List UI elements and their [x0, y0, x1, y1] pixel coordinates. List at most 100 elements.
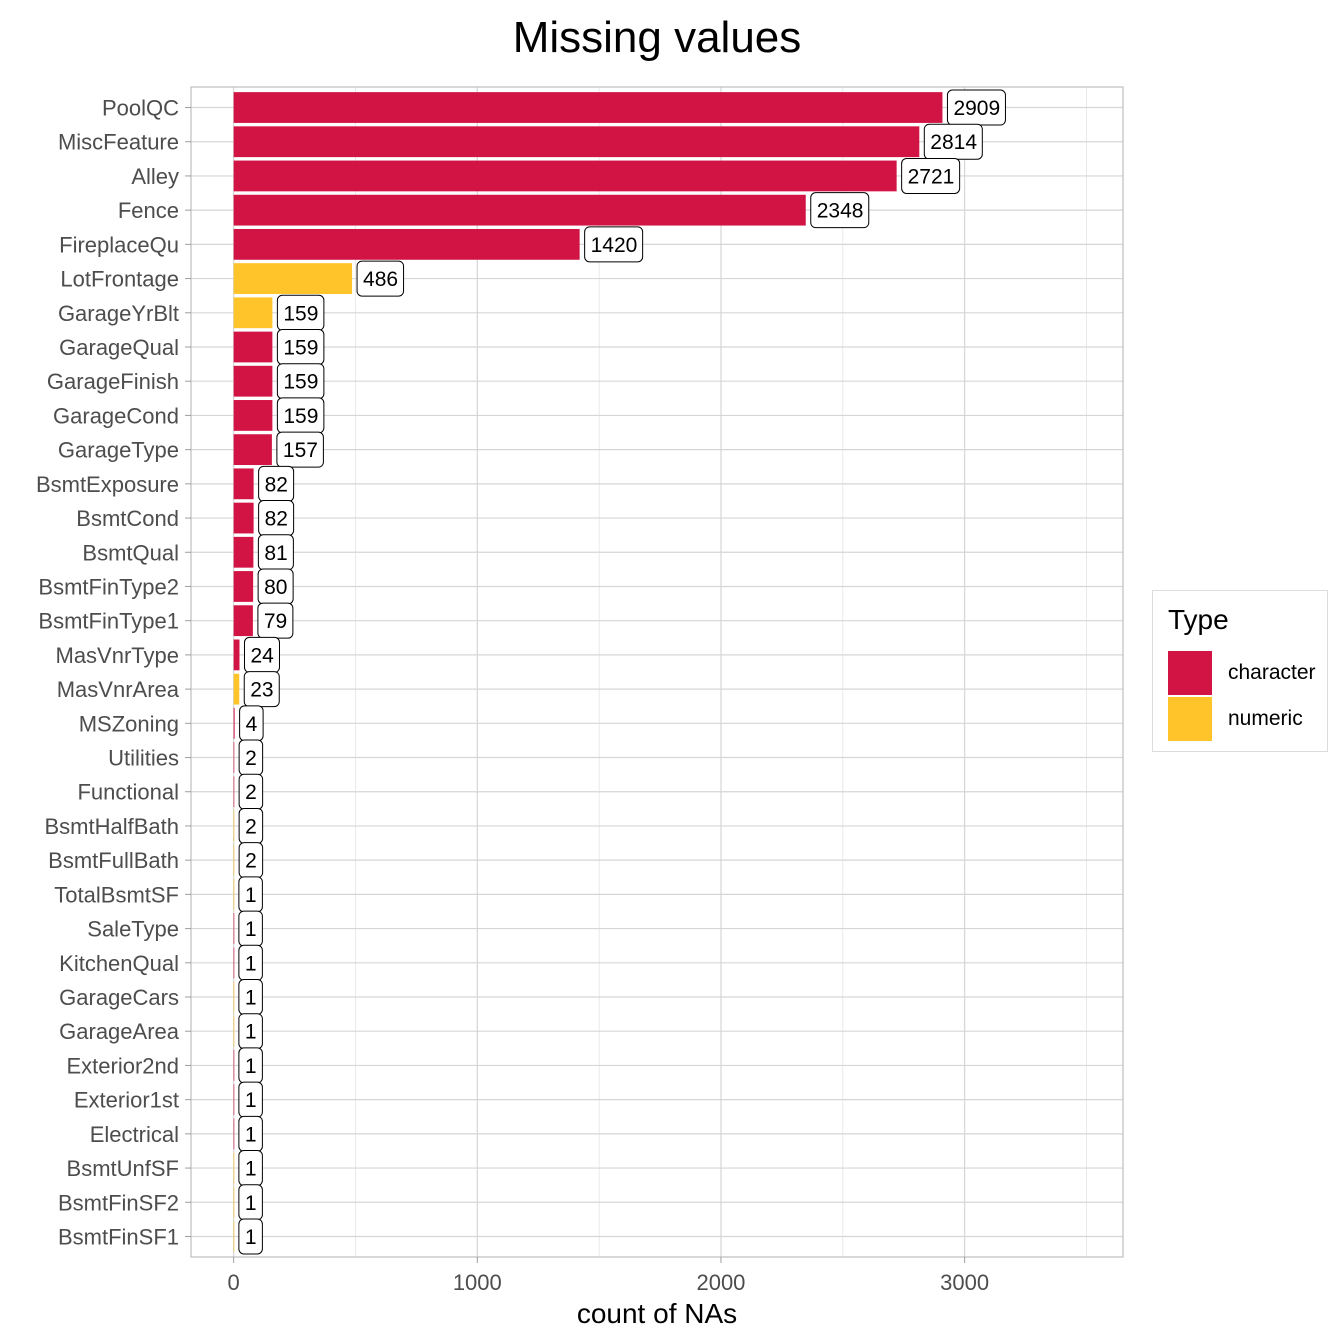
y-tick-label: Utilities [108, 746, 179, 771]
data-label-text: 81 [264, 542, 287, 565]
data-label-text: 159 [283, 302, 318, 325]
y-tick-label: BsmtCond [76, 506, 179, 531]
data-label: 80 [257, 568, 294, 605]
y-tick-label: BsmtFinType1 [38, 609, 179, 634]
y-tick-label: BsmtFullBath [48, 848, 179, 873]
bar [233, 1152, 235, 1184]
data-label-text: 1 [245, 1226, 257, 1249]
y-tick-label: MSZoning [79, 711, 179, 736]
bar [233, 1015, 235, 1047]
data-label-text: 159 [283, 405, 318, 428]
y-tick-label: BsmtHalfBath [45, 814, 180, 839]
data-label-text: 2 [245, 781, 257, 804]
y-tick-label: TotalBsmtSF [54, 882, 179, 907]
data-label-text: 1420 [591, 234, 638, 257]
data-label: 1 [238, 1081, 263, 1118]
y-tick-label: Exterior2nd [66, 1053, 179, 1078]
data-label-box [810, 192, 870, 229]
data-label-text: 2814 [930, 131, 977, 154]
data-label-text: 2721 [908, 165, 955, 188]
data-label: 1 [238, 910, 263, 947]
data-label-text: 2 [245, 850, 257, 873]
data-label: 82 [258, 465, 295, 502]
data-label-text: 2 [245, 747, 257, 770]
legend: Type character numeric [1152, 590, 1328, 752]
bar [233, 536, 254, 568]
data-label: 2721 [901, 157, 961, 194]
data-label-text: 2909 [953, 97, 1000, 120]
y-tick-label: Alley [131, 164, 179, 189]
y-tick-label: BsmtFinSF1 [58, 1224, 179, 1249]
bar [233, 126, 920, 158]
y-tick-label: SaleType [87, 917, 179, 942]
data-label: 1 [238, 1115, 263, 1152]
data-label: 1 [238, 1218, 263, 1255]
legend-swatch-character [1168, 651, 1212, 695]
bar [233, 1221, 235, 1252]
legend-item-numeric: numeric [1168, 697, 1328, 741]
data-label-text: 1 [245, 1021, 257, 1044]
y-tick-label: MasVnrType [56, 643, 180, 668]
data-label: 2 [238, 842, 264, 879]
y-tick-label: Exterior1st [74, 1088, 179, 1113]
bar [233, 434, 272, 466]
legend-label-numeric: numeric [1228, 707, 1303, 730]
bar [233, 468, 254, 500]
data-label: 2909 [946, 89, 1006, 126]
data-label: 23 [243, 671, 280, 708]
data-label: 486 [356, 260, 405, 297]
bar [233, 673, 240, 705]
bar [233, 742, 235, 773]
data-label: 81 [257, 534, 294, 571]
bar [233, 160, 897, 192]
bar [233, 228, 580, 260]
bar [233, 810, 235, 842]
y-tick-label: Electrical [90, 1122, 179, 1147]
x-tick-label: 1000 [453, 1270, 502, 1295]
x-tick-label: 3000 [940, 1270, 989, 1295]
y-tick-label: BsmtFinType2 [38, 574, 179, 599]
bar [233, 297, 273, 329]
data-label-text: 1 [245, 918, 257, 941]
y-tick-label: GarageCars [59, 985, 179, 1010]
data-label: 2 [238, 773, 264, 810]
chart-title: Missing values [512, 13, 802, 62]
data-label: 2 [238, 807, 264, 844]
data-label: 1 [238, 1047, 263, 1084]
data-label-text: 2348 [817, 200, 864, 223]
data-label-text: 486 [363, 268, 398, 291]
legend-label-character: character [1228, 661, 1316, 684]
legend-item-character: character [1168, 651, 1328, 695]
data-label-text: 1 [245, 952, 257, 975]
bar [233, 776, 235, 808]
data-label: 2348 [810, 192, 870, 229]
bar [233, 981, 235, 1013]
y-tick-label: BsmtUnfSF [67, 1156, 179, 1181]
data-label: 159 [276, 397, 325, 434]
bar [233, 878, 235, 910]
y-tick-label: GarageFinish [47, 369, 179, 394]
data-label-text: 1 [245, 1055, 257, 1078]
legend-swatch-numeric [1168, 697, 1212, 741]
data-label: 1 [238, 1150, 263, 1187]
data-labels: 2909281427212348142048615915915915915782… [238, 89, 1006, 1255]
bar [233, 331, 273, 363]
legend-title: Type [1168, 604, 1229, 635]
data-label-box [276, 431, 324, 468]
bar [233, 92, 943, 123]
data-label-box [584, 226, 644, 263]
data-label-box [238, 1218, 263, 1255]
data-label: 82 [258, 500, 295, 537]
data-label-box [243, 671, 280, 708]
data-label: 1 [238, 944, 263, 981]
y-tick-label: KitchenQual [59, 951, 179, 976]
data-label-text: 1 [245, 987, 257, 1010]
y-tick-label: Functional [77, 780, 179, 805]
data-label-text: 79 [264, 610, 287, 633]
data-label-text: 82 [265, 473, 288, 496]
bar [233, 263, 353, 294]
data-label: 79 [257, 602, 294, 639]
bar [233, 1118, 235, 1150]
bar [233, 400, 273, 431]
